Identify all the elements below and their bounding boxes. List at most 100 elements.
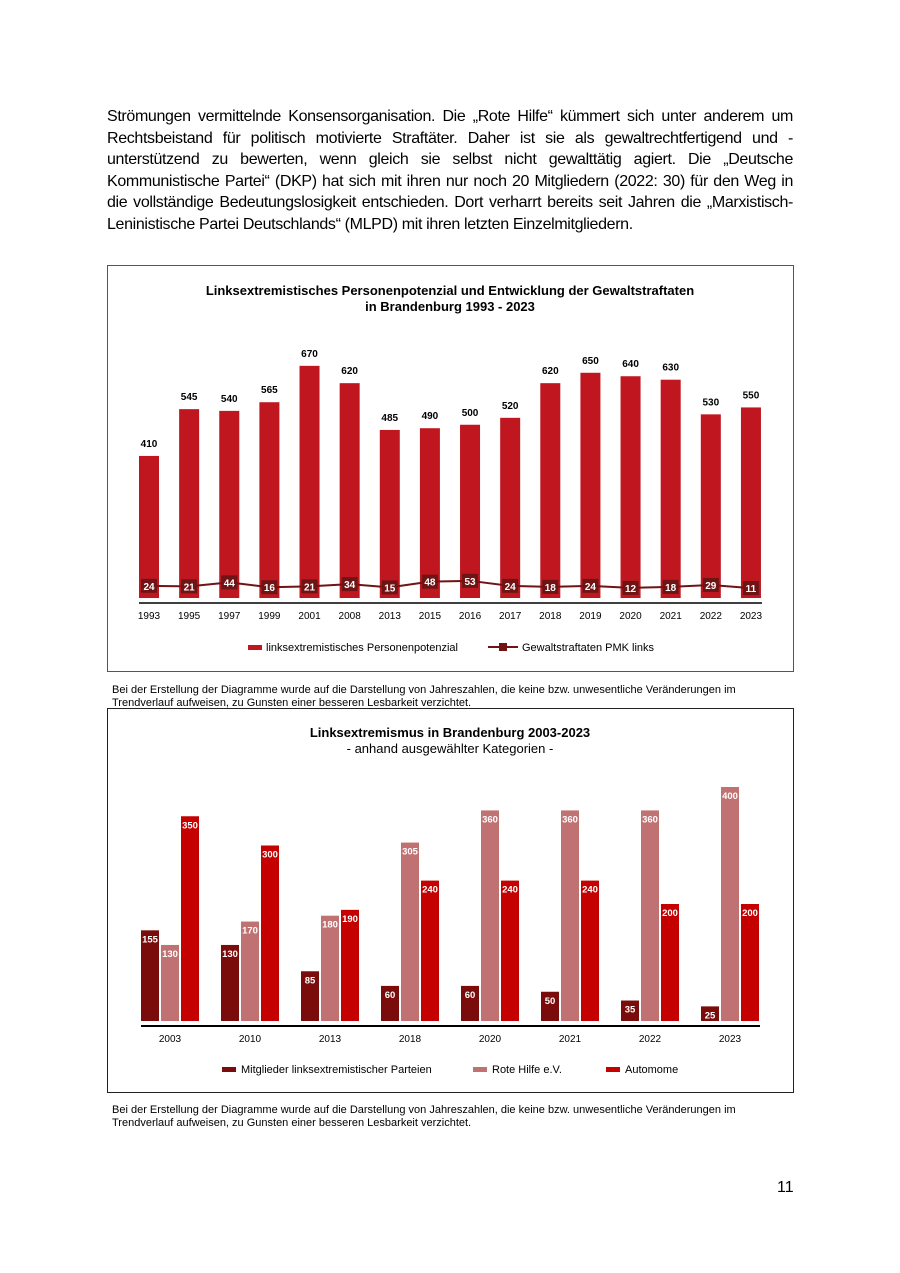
bar [461,985,479,1021]
body-text: Strömungen vermittelnde Konsensorganisat… [107,108,793,233]
bar-value-label: 200 [662,908,678,919]
x-tick-label: 2008 [339,611,362,622]
x-tick-label: 2015 [419,611,442,622]
legend-swatch [248,645,262,650]
line-value-label: 24 [143,582,155,593]
bar-value-label: 360 [482,814,498,825]
bar-value-label: 180 [322,920,338,931]
line-marker [542,579,559,594]
bar-value-label: 155 [142,934,159,945]
legend-label: Mitglieder linksextremistischer Parteien [241,1064,432,1076]
bar-value-label: 640 [622,359,639,370]
bar [301,971,319,1021]
bar-value-label: 360 [562,814,578,825]
line-value-label: 11 [746,584,757,595]
line-value-label: 12 [625,584,637,595]
bar [219,410,240,598]
bar [621,1000,639,1021]
bar-value-label: 305 [402,847,419,858]
bar-value-label: 520 [502,401,519,412]
bar [181,816,199,1021]
bar-value-label: 130 [162,949,178,960]
legend-label: Automome [625,1064,678,1076]
legend-label: Rote Hilfe e.V. [492,1064,562,1076]
line-value-label: 34 [344,580,356,591]
line-value-label: 21 [304,582,316,593]
x-tick-label: 2018 [539,611,562,622]
bar [421,880,439,1021]
chart-subtitle: - anhand ausgewählter Kategorien - [347,741,554,756]
bar-value-label: 620 [341,366,358,377]
line-marker [582,578,599,593]
x-tick-label: 2020 [479,1034,502,1045]
legend-swatch [222,1067,236,1072]
bar [701,1006,719,1021]
legend-label: linksextremistisches Personenpotenzial [266,642,458,654]
bar-value-label: 500 [462,408,479,419]
legend-swatch [473,1067,487,1072]
legend-swatch [499,643,507,651]
chart-note: Bei der Erstellung der Diagramme wurde a… [112,1104,736,1129]
bar-value-label: 130 [222,949,238,960]
x-tick-label: 2016 [459,611,482,622]
bar-value-label: 485 [381,413,398,424]
bar-value-label: 410 [141,439,158,450]
bar-value-label: 170 [242,926,258,937]
bar-value-label: 200 [742,908,758,919]
line-value-label: 29 [705,581,717,592]
line-marker [622,580,639,595]
bar [540,383,561,598]
x-tick-label: 2023 [719,1034,742,1045]
bar-value-label: 620 [542,366,559,377]
legend-swatch [606,1067,620,1072]
line-marker [662,579,679,594]
line-value-label: 24 [585,582,597,593]
bar-value-label: 545 [181,392,198,403]
bar [339,383,360,598]
x-tick-label: 2013 [319,1034,342,1045]
bar-value-label: 50 [545,996,556,1007]
x-tick-label: 2020 [619,611,642,622]
bar [401,842,419,1021]
line-marker [502,578,519,593]
bar [721,787,739,1021]
x-tick-label: 2019 [579,611,602,622]
x-tick-label: 2021 [559,1034,582,1045]
bar [419,428,440,598]
line-marker [421,574,438,589]
line-marker [742,581,759,596]
x-tick-label: 2017 [499,611,522,622]
x-tick-label: 2022 [700,611,723,622]
bar [501,880,519,1021]
bar-value-label: 490 [422,411,439,422]
line-value-label: 18 [545,583,557,594]
line-marker [341,577,358,592]
bar [241,921,259,1021]
x-tick-label: 2010 [239,1034,262,1045]
bar [741,904,759,1021]
line-marker [181,579,198,594]
legend-label: Gewaltstraftaten PMK links [522,642,655,654]
bar [261,845,279,1021]
x-tick-label: 1995 [178,611,201,622]
line-value-label: 48 [424,578,436,589]
chart-title: in Brandenburg 1993 - 2023 [365,299,535,314]
bar [541,991,559,1021]
line-marker [261,580,278,595]
bar [299,365,320,598]
bar [161,944,179,1021]
x-tick-label: 2018 [399,1034,422,1045]
line-value-label: 21 [184,582,196,593]
x-tick-label: 1999 [258,611,281,622]
chart-title: Linksextremistisches Personenpotenzial u… [206,283,694,298]
page-number: 11 [777,1179,794,1196]
bar-value-label: 530 [702,397,719,408]
bar-value-label: 35 [625,1005,636,1016]
line-value-label: 24 [505,582,517,593]
line-marker [301,579,318,594]
x-tick-label: 2022 [639,1034,662,1045]
bar [740,407,761,598]
x-tick-label: 2003 [159,1034,182,1045]
x-tick-label: 1997 [218,611,241,622]
